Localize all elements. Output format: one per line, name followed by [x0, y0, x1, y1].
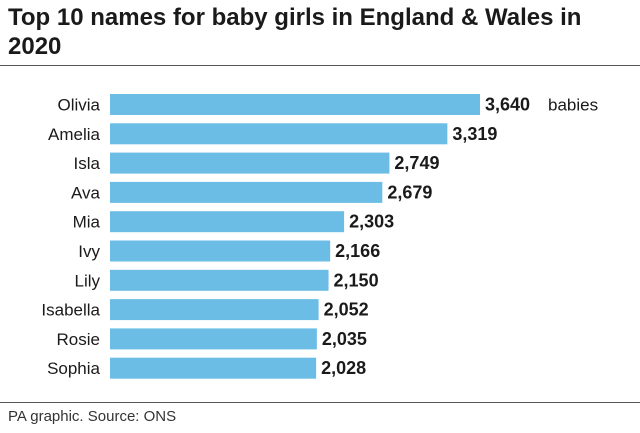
bar-chart: Olivia 3,640 babies Amelia 3,319 Isla 2,749 Ava…: [41, 94, 598, 379]
source-divider: [0, 402, 640, 403]
category-label: Amelia: [48, 125, 101, 144]
value-label: 2,679: [387, 182, 432, 202]
category-label: Rosie: [57, 330, 100, 349]
bar: [110, 181, 383, 203]
bar: [110, 328, 317, 350]
category-label: Sophia: [47, 359, 100, 378]
bar: [110, 299, 319, 321]
value-label: 2,035: [322, 329, 367, 349]
category-label: Olivia: [57, 96, 100, 115]
bar: [110, 357, 317, 379]
bar: [110, 211, 345, 233]
source-note: PA graphic. Source: ONS: [8, 408, 177, 425]
value-label: 2,749: [394, 153, 439, 173]
category-label: Isabella: [41, 301, 100, 320]
bar: [110, 240, 331, 262]
bar: [110, 269, 329, 291]
bar: [110, 94, 480, 115]
chart-title: Top 10 names for baby girls in England &…: [8, 4, 582, 60]
value-label: 2,052: [324, 300, 369, 320]
value-label: 2,150: [334, 270, 379, 290]
unit-label: babies: [548, 96, 598, 115]
value-label: 2,028: [321, 358, 366, 378]
value-label: 3,319: [452, 124, 497, 144]
title-divider: [0, 65, 640, 66]
bar: [110, 123, 448, 145]
category-label: Isla: [74, 154, 101, 173]
category-label: Lily: [74, 271, 100, 290]
category-label: Ivy: [78, 242, 100, 261]
value-label: 2,166: [335, 241, 380, 261]
category-label: Ava: [71, 183, 101, 202]
value-label: 2,303: [349, 212, 394, 232]
bar: [110, 152, 390, 174]
value-label: 3,640: [485, 95, 530, 115]
category-label: Mia: [73, 213, 101, 232]
